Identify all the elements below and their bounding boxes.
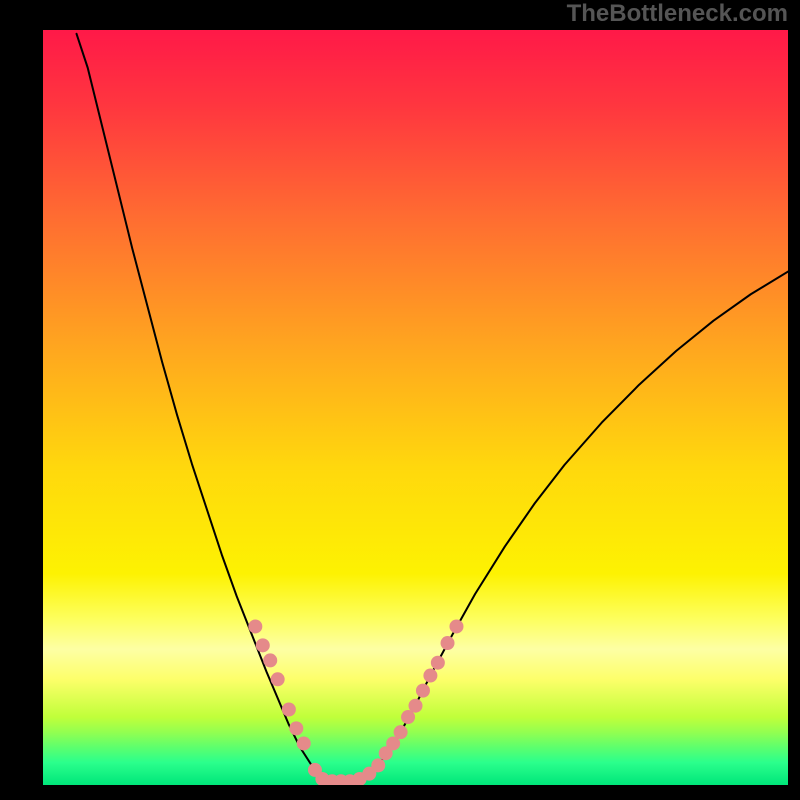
chart-container: TheBottleneck.com bbox=[0, 0, 800, 800]
marker-point bbox=[423, 669, 437, 683]
marker-point bbox=[256, 638, 270, 652]
marker-point bbox=[248, 619, 262, 633]
marker-point bbox=[371, 758, 385, 772]
marker-point bbox=[416, 684, 430, 698]
watermark-text: TheBottleneck.com bbox=[567, 0, 788, 28]
marker-point bbox=[297, 736, 311, 750]
marker-point bbox=[271, 672, 285, 686]
marker-point bbox=[409, 699, 423, 713]
plot-area bbox=[43, 30, 788, 785]
marker-point bbox=[282, 703, 296, 717]
bottleneck-curve bbox=[43, 30, 788, 785]
marker-point bbox=[431, 656, 445, 670]
marker-point bbox=[263, 653, 277, 667]
marker-point bbox=[289, 721, 303, 735]
marker-point bbox=[449, 619, 463, 633]
curve-markers bbox=[248, 619, 463, 785]
marker-point bbox=[394, 725, 408, 739]
marker-point bbox=[441, 636, 455, 650]
